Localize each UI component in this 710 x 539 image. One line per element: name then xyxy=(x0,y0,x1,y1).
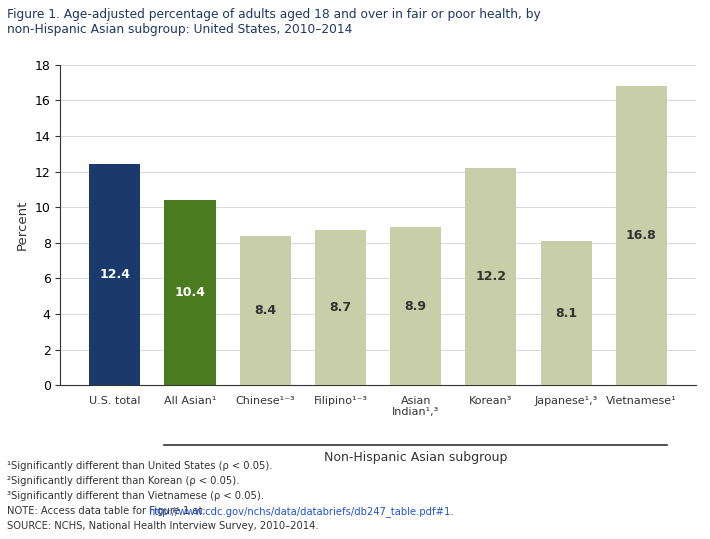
Bar xyxy=(240,236,291,385)
Y-axis label: Percent: Percent xyxy=(16,200,29,250)
Text: ²Significantly different than Korean (ρ < 0.05).: ²Significantly different than Korean (ρ … xyxy=(7,476,239,486)
Text: 12.4: 12.4 xyxy=(99,268,131,281)
Text: http://www.cdc.gov/nchs/data/databriefs/db247_table.pdf#1.: http://www.cdc.gov/nchs/data/databriefs/… xyxy=(148,506,454,517)
Bar xyxy=(390,227,441,385)
Text: 12.2: 12.2 xyxy=(476,270,506,283)
Text: Figure 1. Age-adjusted percentage of adults aged 18 and over in fair or poor hea: Figure 1. Age-adjusted percentage of adu… xyxy=(7,8,541,36)
Text: ³Significantly different than Vietnamese (ρ < 0.05).: ³Significantly different than Vietnamese… xyxy=(7,491,264,501)
Text: 8.9: 8.9 xyxy=(405,300,427,313)
Text: 10.4: 10.4 xyxy=(175,286,205,299)
Text: 16.8: 16.8 xyxy=(626,229,657,242)
Text: 8.4: 8.4 xyxy=(254,304,276,317)
Text: 8.7: 8.7 xyxy=(329,301,351,314)
Bar xyxy=(315,230,366,385)
Text: SOURCE: NCHS, National Health Interview Survey, 2010–2014.: SOURCE: NCHS, National Health Interview … xyxy=(7,521,319,531)
Text: ¹Significantly different than United States (ρ < 0.05).: ¹Significantly different than United Sta… xyxy=(7,461,273,471)
Bar xyxy=(89,164,141,385)
Bar xyxy=(165,200,216,385)
Bar xyxy=(616,86,667,385)
Bar xyxy=(465,168,516,385)
Text: 8.1: 8.1 xyxy=(555,307,577,320)
Bar xyxy=(540,241,591,385)
Text: NOTE: Access data table for Figure 1 at:: NOTE: Access data table for Figure 1 at: xyxy=(7,506,209,516)
Text: Non-Hispanic Asian subgroup: Non-Hispanic Asian subgroup xyxy=(324,451,508,464)
